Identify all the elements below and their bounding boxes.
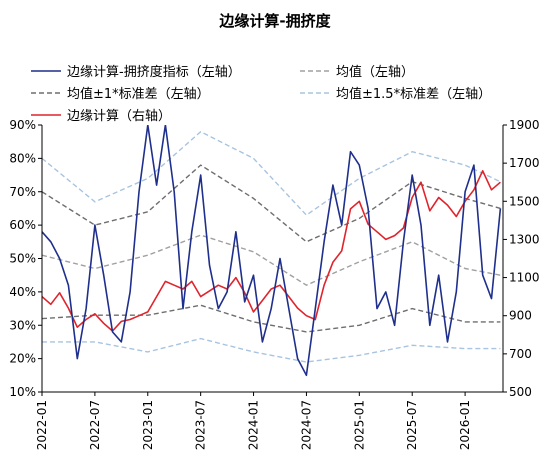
x-tick-label: 2024-01 — [247, 400, 261, 450]
axes-layer: 10% 20% 30% 40% 50% 60% 70% 80% 90% 500 700 900 1100… — [9, 118, 539, 450]
series-line-0 — [42, 125, 502, 377]
y-right-tick-label: 1700 — [509, 156, 540, 170]
x-tick-label: 2024-07 — [299, 400, 313, 450]
x-tick-label: 2022-07 — [88, 400, 102, 450]
y-right-tick-label: 1900 — [509, 118, 540, 132]
x-tick-label: 2023-01 — [141, 400, 155, 450]
x-tick-label: 2026-01 — [458, 400, 472, 450]
series-layer — [42, 125, 502, 377]
y-right-tick-label: 1100 — [509, 271, 540, 285]
legend-label-4: 边缘计算（右轴） — [67, 109, 171, 124]
legend-label-2: 均值±1*标准差（左轴） — [67, 86, 210, 102]
y-left-tick-label: 60% — [9, 218, 36, 232]
legend-label-0: 边缘计算-拥挤度指标（左轴） — [67, 64, 241, 80]
y-left-tick-label: 70% — [9, 185, 36, 199]
y-left-tick-label: 50% — [9, 252, 36, 266]
y-left-tick-label: 90% — [9, 118, 36, 132]
series-line-6 — [42, 170, 501, 332]
x-tick-label: 2023-07 — [194, 400, 208, 450]
y-left-tick-label: 20% — [9, 352, 36, 366]
y-left-tick-label: 40% — [9, 285, 36, 299]
legend-label-1: 均值（左轴） — [336, 64, 414, 80]
y-left-tick-label: 10% — [9, 385, 36, 399]
y-right-tick-label: 1500 — [509, 194, 540, 208]
series-line-5-lower — [42, 337, 501, 363]
series-line-3-lower — [42, 304, 501, 333]
x-tick-label: 2025-01 — [352, 400, 366, 450]
x-tick-label: 2022-01 — [35, 400, 49, 450]
y-right-tick-label: 1300 — [509, 232, 540, 246]
chart-legend: 边缘计算-拥挤度指标（左轴） 均值（左轴） 均值±1*标准差（左轴） 均值±1.5*标… — [31, 64, 491, 124]
series-line-1 — [42, 234, 501, 286]
y-left-tick-label: 80% — [9, 151, 36, 165]
y-right-tick-label: 700 — [509, 347, 532, 361]
y-left-tick-label: 30% — [9, 318, 36, 332]
chart-title: 边缘计算-拥挤度 — [218, 12, 331, 30]
legend-label-3: 均值±1.5*标准差（左轴） — [336, 86, 491, 102]
series-line-2-upper — [42, 164, 501, 243]
y-right-tick-label: 500 — [509, 385, 532, 399]
series-line-4-upper — [42, 131, 501, 216]
y-right-tick-label: 900 — [509, 309, 532, 323]
x-tick-label: 2025-07 — [405, 400, 419, 450]
